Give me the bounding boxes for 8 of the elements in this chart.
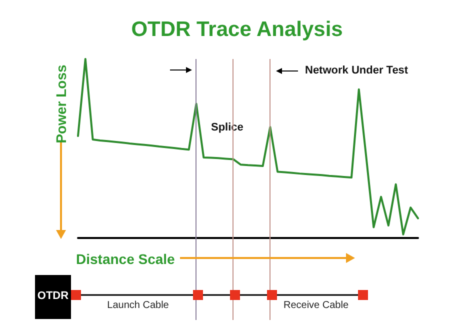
annotation: Splice [211, 122, 244, 134]
text: OTDR [37, 290, 69, 302]
chart-title: OTDR Trace Analysis [131, 18, 343, 41]
annotation: Network Under Test [305, 64, 408, 76]
text: Launch Cable [107, 300, 170, 311]
y-axis-title: Power Loss [53, 64, 69, 144]
x-axis-title: Distance Scale [76, 251, 176, 267]
text: Receive Cable [283, 300, 349, 311]
